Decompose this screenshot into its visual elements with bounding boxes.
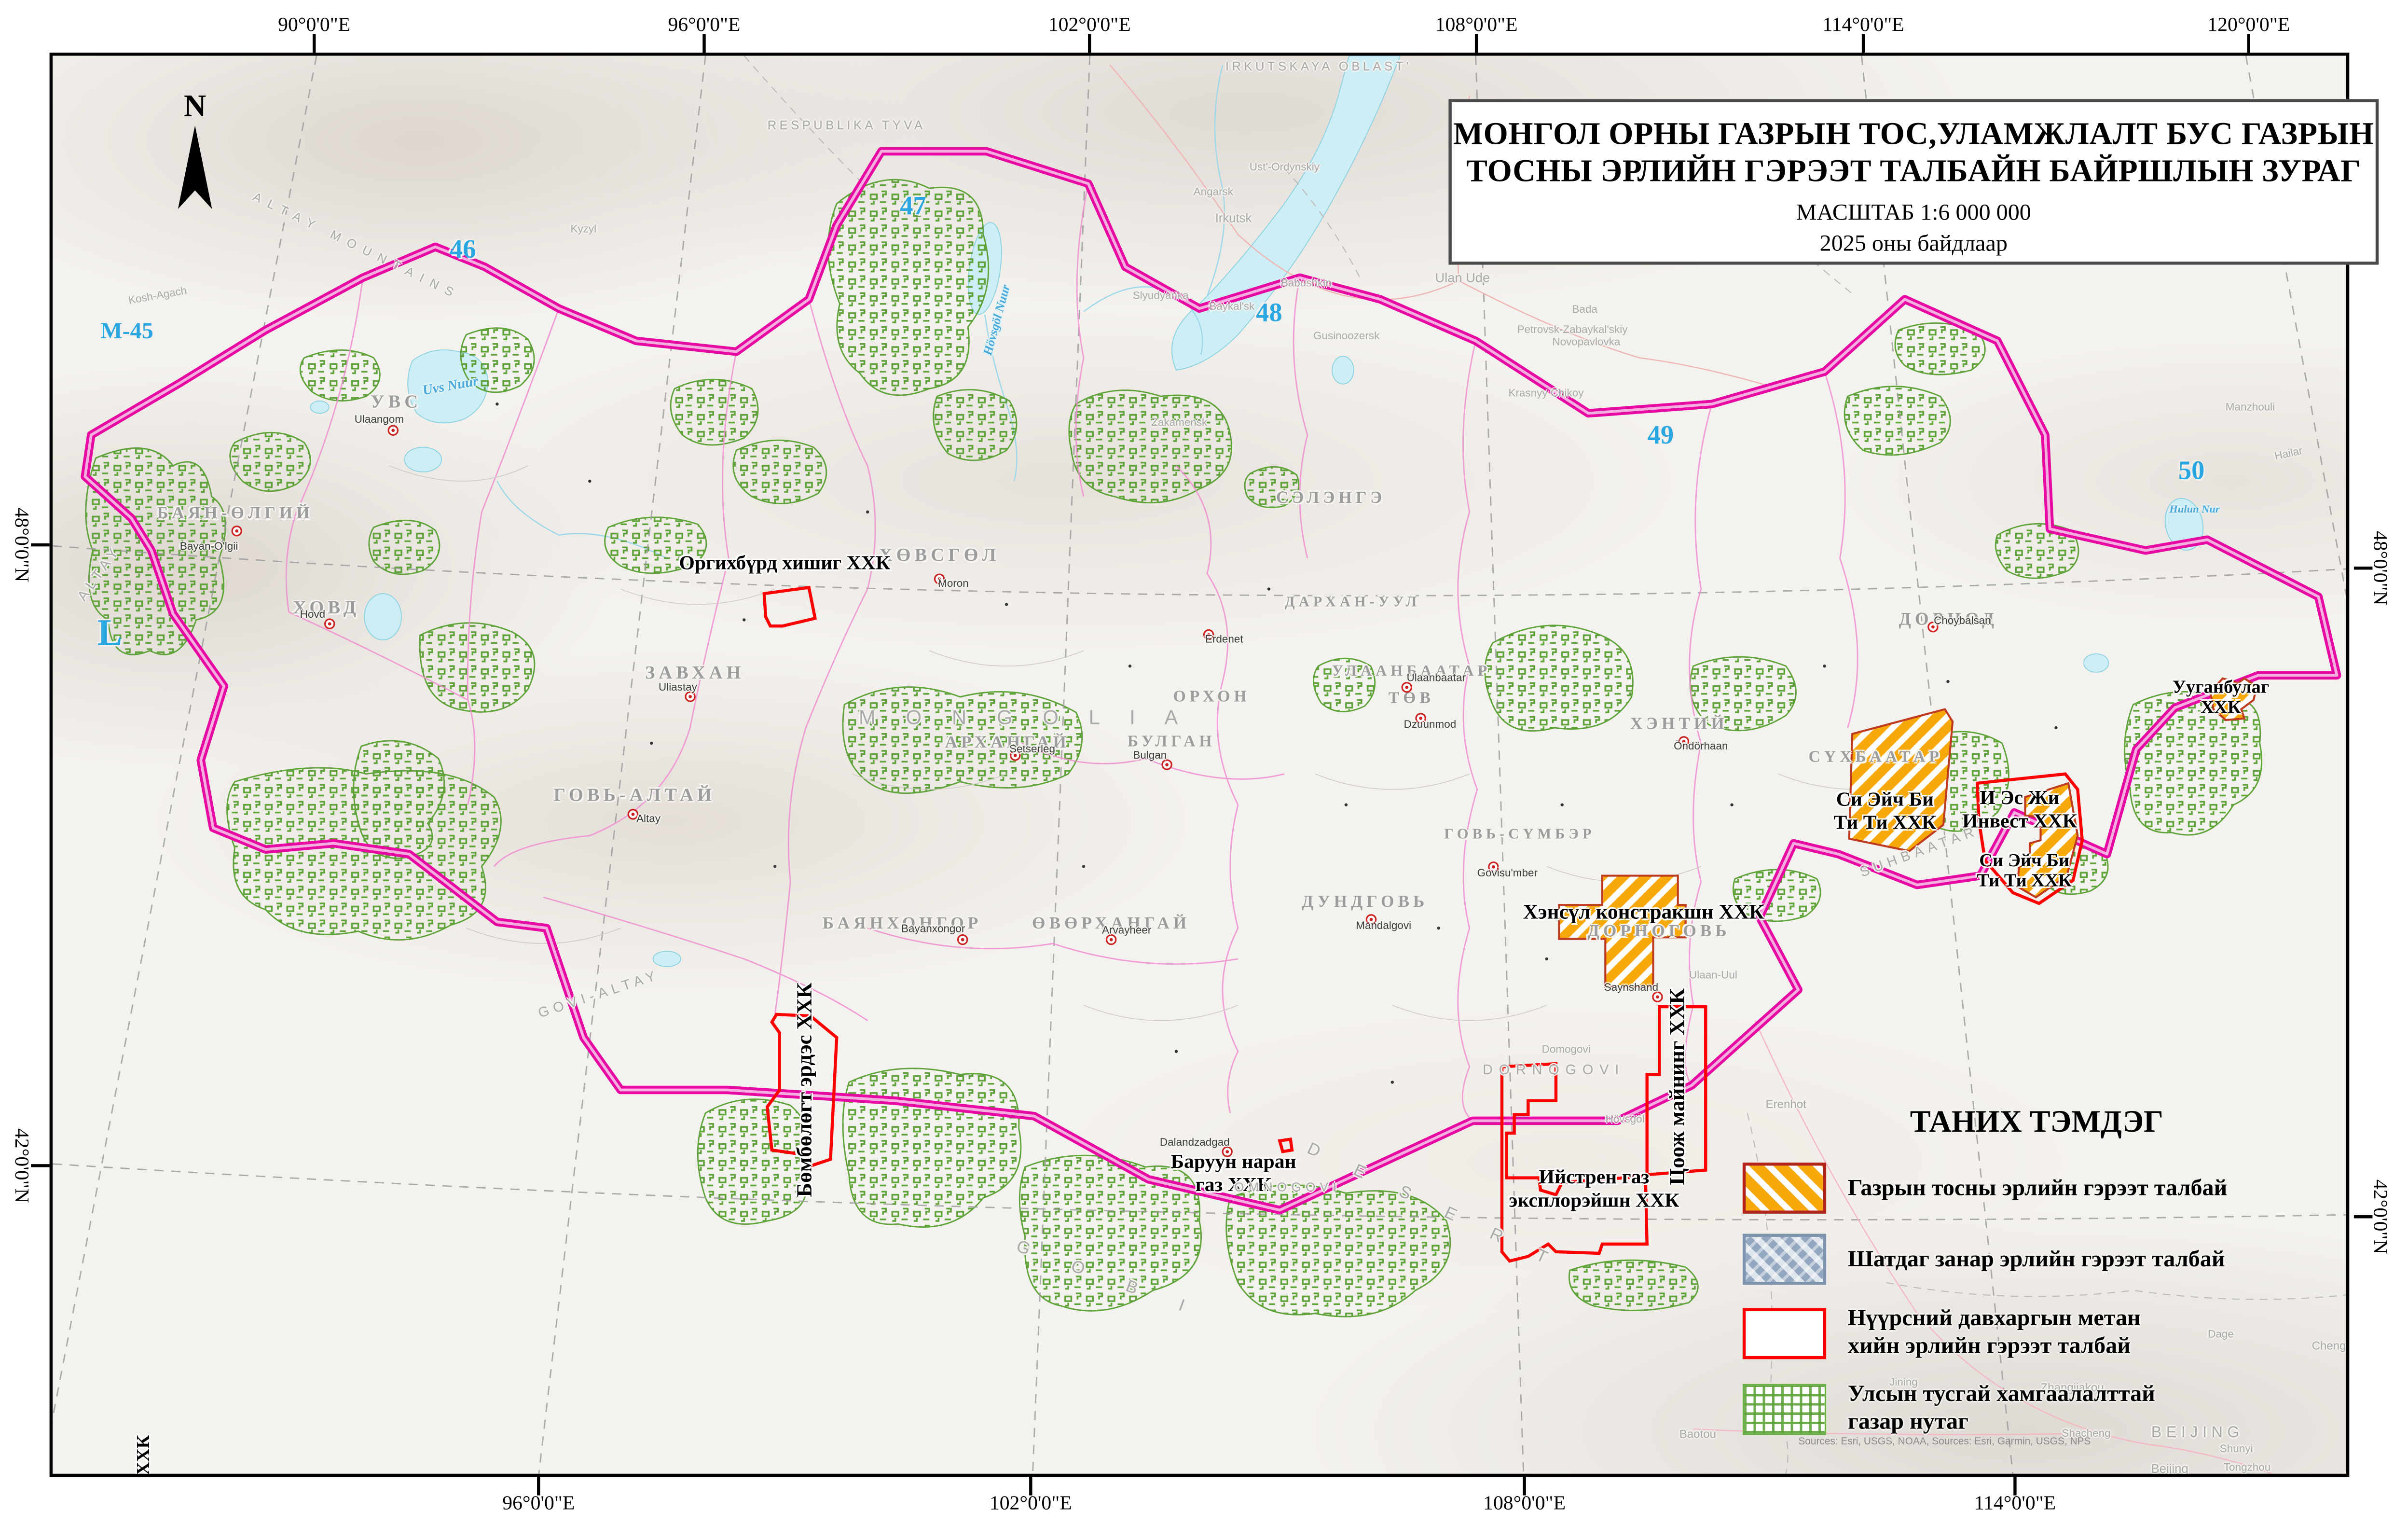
legend-item-label: Улсын тусгай хамгаалалттай газар нутаг xyxy=(1847,1382,2155,1435)
legend-title: ТАНИХ ТЭМДЭГ xyxy=(1910,1105,2163,1139)
axis-label-left: 42°0'0"N xyxy=(11,1128,34,1203)
legend-item: Шатдаг занар эрлийн гэрээт талбай xyxy=(1742,1234,2365,1285)
lake-hulun xyxy=(2164,498,2204,551)
legend-swatch-shale xyxy=(1742,1234,1827,1285)
mongolia-border xyxy=(81,147,2341,1215)
aimag-boundaries-layer xyxy=(285,183,1858,1122)
axis-tick xyxy=(1523,1477,1526,1496)
axis-tick xyxy=(2247,34,2250,53)
axis-label-top: 120°0'0"E xyxy=(2207,12,2290,36)
axis-tick xyxy=(2353,567,2373,570)
lake-baikal xyxy=(1171,55,1401,371)
axis-label-top: 108°0'0"E xyxy=(1435,12,1518,36)
legend-swatch-oil xyxy=(1742,1162,1827,1214)
lake-buir xyxy=(2083,653,2109,673)
legend-item-label: Шатдаг занар эрлийн гэрээт талбай xyxy=(1847,1247,2225,1272)
area-tsooj xyxy=(1645,1005,1707,1177)
axis-label-top: 96°0'0"E xyxy=(668,12,741,36)
axis-tick xyxy=(313,34,316,53)
area-orgikhburd xyxy=(762,585,817,628)
axis-label-top: 114°0'0"E xyxy=(1822,12,1904,36)
map-title-line2: ТОСНЫ ЭРЛИЙН ГЭРЭЭТ ТАЛБАЙН БАЙРШЛЫН ЗУР… xyxy=(1466,154,2361,189)
area-eastern-gas xyxy=(1500,1062,1649,1263)
area-bombologt xyxy=(765,1012,839,1169)
axis-tick xyxy=(1862,34,1865,53)
axis-tick xyxy=(2013,1477,2017,1496)
sources-credit: Sources: Esri, USGS, NOAA, Sources: Esri… xyxy=(1798,1436,2091,1448)
area-khensul-cross xyxy=(1558,874,1687,988)
north-arrow-icon xyxy=(178,125,212,209)
axis-tick xyxy=(1029,1477,1032,1496)
legend-item-label: Газрын тосны эрлийн гэрээт талбай xyxy=(1847,1176,2228,1201)
legend-swatch-protected xyxy=(1742,1383,1827,1434)
legend: ТАНИХ ТЭМДЭГ Газрын тосны эрлийн гэрээт … xyxy=(1730,1105,2365,1456)
area-esg-outline xyxy=(1975,772,2084,905)
axis-tick xyxy=(1475,34,1478,53)
area-uuganbulag xyxy=(2209,677,2258,721)
axis-label-left: 48°0'0"N xyxy=(11,507,34,582)
map-title-line1: МОНГОЛ ОРНЫ ГАЗРЫН ТОС,УЛАМЖЛАЛТ БУС ГАЗ… xyxy=(1453,117,2374,152)
axis-tick xyxy=(702,34,706,53)
legend-item: Улсын тусгай хамгаалалттай газар нутаг xyxy=(1742,1381,2365,1436)
axis-tick xyxy=(31,543,50,546)
lake-khyargas xyxy=(404,446,442,472)
oil-contract-areas xyxy=(1558,677,2258,988)
map-scale-text: МАСШТАБ 1:6 000 000 xyxy=(1796,201,2031,226)
axis-tick xyxy=(537,1477,540,1496)
legend-item: Газрын тосны эрлийн гэрээт талбай xyxy=(1742,1162,2365,1214)
axis-tick xyxy=(2353,1215,2373,1219)
legend-item: Нүүрсний давхаргын метан хийн эрлийн гэр… xyxy=(1742,1305,2365,1360)
axis-tick xyxy=(1088,34,1091,53)
axis-label-top: 90°0'0"E xyxy=(278,12,351,36)
lake-kharus xyxy=(364,593,402,640)
map-graphics xyxy=(53,55,2346,1474)
area-esg-inner xyxy=(2016,782,2079,899)
soum-dots xyxy=(495,402,2058,1084)
area-baruun-naran xyxy=(1278,1137,1294,1153)
cbm-contract-areas xyxy=(762,585,2084,1263)
north-arrow: N xyxy=(161,90,229,212)
legend-item-label: Нүүрсний давхаргын метан хийн эрлийн гэр… xyxy=(1847,1306,2141,1359)
legend-swatch-cbm xyxy=(1742,1307,1827,1359)
map-status-text: 2025 оны байдлаар xyxy=(1819,232,2008,257)
area-sukhbaatar-chbtt xyxy=(1848,708,1954,852)
map-canvas: УВС БАЯН-ӨЛГИЙ ХОВД ЗАВХАН ХӨВСГӨЛ СЭЛЭНГЭ ДАР… xyxy=(49,53,2350,1477)
axis-label-top: 102°0'0"E xyxy=(1048,12,1131,36)
title-box: МОНГОЛ ОРНЫ ГАЗРЫН ТОС,УЛАМЖЛАЛТ БУС ГАЗ… xyxy=(1448,99,2379,265)
axis-tick xyxy=(31,1164,50,1167)
north-arrow-label: N xyxy=(183,90,206,124)
